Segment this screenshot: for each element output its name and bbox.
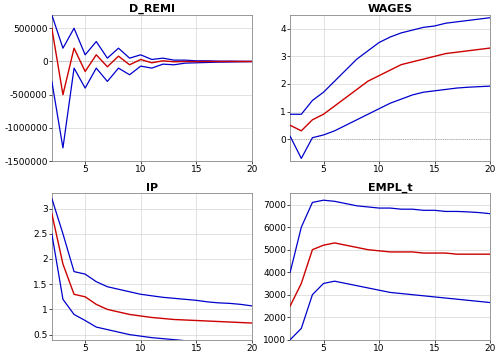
Title: WAGES: WAGES [368, 4, 412, 14]
Title: IP: IP [146, 183, 158, 193]
Title: D_REMI: D_REMI [129, 4, 175, 14]
Title: EMPL_t: EMPL_t [368, 183, 412, 193]
